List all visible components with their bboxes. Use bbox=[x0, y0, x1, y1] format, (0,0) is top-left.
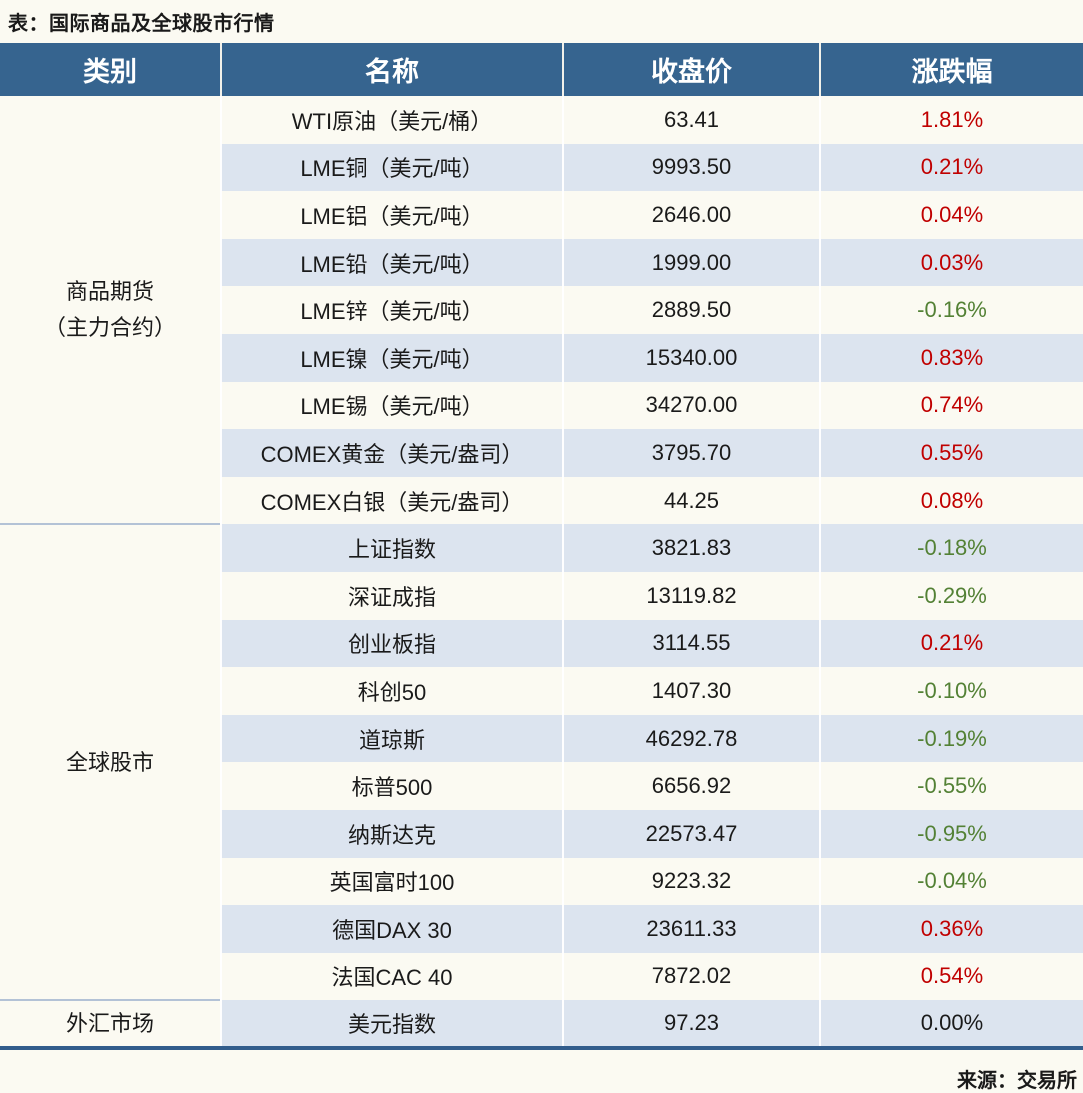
header-name: 名称 bbox=[220, 43, 563, 96]
table-row: LME铅（美元/吨） 1999.00 0.03% bbox=[0, 238, 1083, 287]
instrument-name: 创业板指 bbox=[220, 619, 563, 668]
table-row: 全球股市 上证指数 3821.83 -0.18% bbox=[0, 523, 1083, 1001]
instrument-name: 美元指数 bbox=[220, 1000, 563, 1050]
change-percent: -0.18% bbox=[819, 524, 1083, 572]
instrument-name: 法国CAC 40 bbox=[220, 952, 563, 1001]
instrument-name: LME铜（美元/吨） bbox=[220, 143, 563, 192]
category-label: 全球股市 bbox=[65, 749, 154, 775]
table-row: 科创50 1407.30 -0.10% bbox=[0, 667, 1083, 715]
change-percent: -0.19% bbox=[819, 714, 1083, 763]
change-percent: 0.00% bbox=[819, 1000, 1083, 1050]
page-title: 表：国际商品及全球股市行情 bbox=[8, 13, 275, 35]
close-price: 15340.00 bbox=[562, 333, 820, 382]
table-row: 道琼斯 46292.78 -0.19% bbox=[0, 714, 1083, 763]
change-percent: 0.08% bbox=[819, 476, 1083, 525]
change-percent: -0.10% bbox=[819, 667, 1083, 715]
instrument-name: 标普500 bbox=[220, 762, 563, 810]
table-row: 德国DAX 30 23611.33 0.36% bbox=[0, 905, 1083, 953]
instrument-name: WTI原油（美元/桶） bbox=[220, 96, 563, 144]
instrument-name: LME锡（美元/吨） bbox=[220, 381, 563, 430]
close-price: 1999.00 bbox=[562, 238, 820, 287]
change-percent: 0.55% bbox=[819, 429, 1083, 477]
table-header-row: 类别 名称 收盘价 涨跌幅 bbox=[0, 43, 1083, 96]
header-close-price: 收盘价 bbox=[562, 43, 820, 96]
close-price: 3114.55 bbox=[562, 619, 820, 668]
instrument-name: LME镍（美元/吨） bbox=[220, 333, 563, 382]
table-row: 纳斯达克 22573.47 -0.95% bbox=[0, 809, 1083, 858]
table-row: 深证成指 13119.82 -0.29% bbox=[0, 571, 1083, 620]
category-cell-fx: 外汇市场 bbox=[0, 999, 221, 1050]
source-note: 来源：交易所 bbox=[957, 1069, 1077, 1092]
close-price: 2646.00 bbox=[562, 191, 820, 239]
table-row: 外汇市场 美元指数 97.23 0.00% bbox=[0, 999, 1083, 1050]
close-price: 97.23 bbox=[562, 1000, 820, 1050]
table-row: COMEX黄金（美元/盎司） 3795.70 0.55% bbox=[0, 429, 1083, 477]
change-percent: 0.21% bbox=[819, 143, 1083, 192]
change-percent: -0.95% bbox=[819, 809, 1083, 858]
table-row: 法国CAC 40 7872.02 0.54% bbox=[0, 952, 1083, 1001]
instrument-name: 德国DAX 30 bbox=[220, 905, 563, 953]
close-price: 63.41 bbox=[562, 96, 820, 144]
category-cell-global-stocks: 全球股市 bbox=[0, 523, 221, 1001]
table-row: LME铜（美元/吨） 9993.50 0.21% bbox=[0, 143, 1083, 192]
change-percent: -0.29% bbox=[819, 571, 1083, 620]
change-percent: -0.04% bbox=[819, 857, 1083, 906]
close-price: 23611.33 bbox=[562, 905, 820, 953]
category-label: 外汇市场 bbox=[65, 1010, 154, 1036]
table-row: 创业板指 3114.55 0.21% bbox=[0, 619, 1083, 668]
table-row: LME锡（美元/吨） 34270.00 0.74% bbox=[0, 381, 1083, 430]
close-price: 46292.78 bbox=[562, 714, 820, 763]
close-price: 1407.30 bbox=[562, 667, 820, 715]
instrument-name: 道琼斯 bbox=[220, 714, 563, 763]
instrument-name: COMEX白银（美元/盎司） bbox=[220, 476, 563, 525]
change-percent: 0.54% bbox=[819, 952, 1083, 1001]
category-label: （主力合约） bbox=[43, 314, 176, 340]
change-percent: 0.83% bbox=[819, 333, 1083, 382]
close-price: 7872.02 bbox=[562, 952, 820, 1001]
table-row: 标普500 6656.92 -0.55% bbox=[0, 762, 1083, 810]
change-percent: -0.16% bbox=[819, 286, 1083, 334]
change-percent: 0.74% bbox=[819, 381, 1083, 430]
header-change-pct: 涨跌幅 bbox=[819, 43, 1083, 96]
close-price: 22573.47 bbox=[562, 809, 820, 858]
table-row: 英国富时100 9223.32 -0.04% bbox=[0, 857, 1083, 906]
table-row: LME铝（美元/吨） 2646.00 0.04% bbox=[0, 191, 1083, 239]
instrument-name: 纳斯达克 bbox=[220, 809, 563, 858]
close-price: 6656.92 bbox=[562, 762, 820, 810]
close-price: 44.25 bbox=[562, 476, 820, 525]
instrument-name: 英国富时100 bbox=[220, 857, 563, 906]
instrument-name: LME锌（美元/吨） bbox=[220, 286, 563, 334]
category-label: 商品期货 bbox=[65, 279, 154, 305]
close-price: 9223.32 bbox=[562, 857, 820, 906]
change-percent: 0.03% bbox=[819, 238, 1083, 287]
table-row: COMEX白银（美元/盎司） 44.25 0.08% bbox=[0, 476, 1083, 525]
instrument-name: 深证成指 bbox=[220, 571, 563, 620]
instrument-name: LME铝（美元/吨） bbox=[220, 191, 563, 239]
close-price: 13119.82 bbox=[562, 571, 820, 620]
change-percent: 0.21% bbox=[819, 619, 1083, 668]
category-cell-commodities: 商品期货 （主力合约） bbox=[0, 96, 221, 525]
market-quotes-table: 类别 名称 收盘价 涨跌幅 商品期货 （主力合约） WTI原油（美元/桶） 63… bbox=[0, 43, 1083, 1050]
instrument-name: COMEX黄金（美元/盎司） bbox=[220, 429, 563, 477]
close-price: 9993.50 bbox=[562, 143, 820, 192]
change-percent: -0.55% bbox=[819, 762, 1083, 810]
close-price: 3795.70 bbox=[562, 429, 820, 477]
header-category: 类别 bbox=[0, 43, 221, 96]
close-price: 3821.83 bbox=[562, 524, 820, 572]
change-percent: 1.81% bbox=[819, 96, 1083, 144]
change-percent: 0.36% bbox=[819, 905, 1083, 953]
table-row: 商品期货 （主力合约） WTI原油（美元/桶） 63.41 1.81% bbox=[0, 96, 1083, 525]
close-price: 34270.00 bbox=[562, 381, 820, 430]
instrument-name: LME铅（美元/吨） bbox=[220, 238, 563, 287]
close-price: 2889.50 bbox=[562, 286, 820, 334]
table-row: LME锌（美元/吨） 2889.50 -0.16% bbox=[0, 286, 1083, 334]
change-percent: 0.04% bbox=[819, 191, 1083, 239]
instrument-name: 科创50 bbox=[220, 667, 563, 715]
instrument-name: 上证指数 bbox=[220, 524, 563, 572]
table-row: LME镍（美元/吨） 15340.00 0.83% bbox=[0, 333, 1083, 382]
